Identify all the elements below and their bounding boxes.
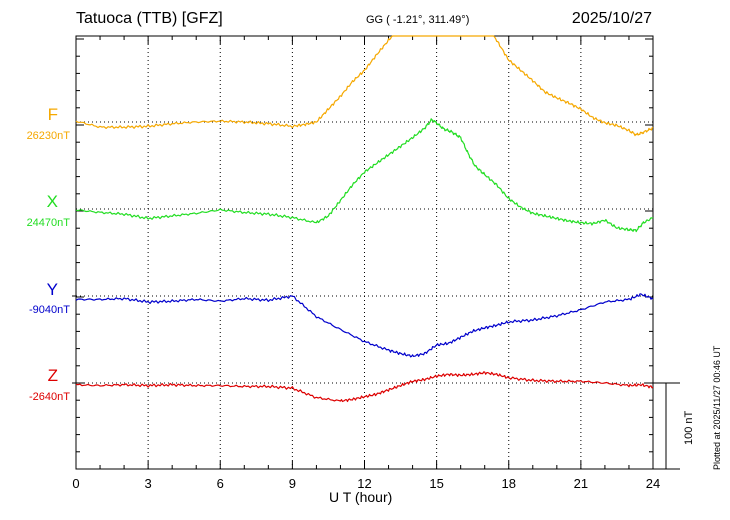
x-tick-label: 3 <box>145 476 152 491</box>
series-label-y: Y <box>46 280 58 299</box>
series-baseline-z: -2640nT <box>29 391 70 403</box>
series-label-f: F <box>47 105 58 124</box>
x-tick-label: 18 <box>502 476 516 491</box>
series-baseline-x: 24470nT <box>26 217 70 229</box>
series-baseline-f: 26230nT <box>26 130 70 142</box>
series-line-x <box>75 118 654 233</box>
axis-ticks <box>75 36 654 470</box>
series-label-z: Z <box>47 366 58 385</box>
x-axis-tick-labels: 0 3 6 9 12 15 18 21 24 <box>72 476 660 491</box>
x-axis-label: U T (hour) <box>329 489 393 505</box>
series-label-x: X <box>46 192 58 211</box>
scale-bar-label: 100 nT <box>683 410 695 445</box>
x-tick-label: 9 <box>289 476 296 491</box>
series-lines <box>75 35 654 403</box>
grid <box>72 36 653 469</box>
station-title: Tatuoca (TTB) [GFZ] <box>76 10 223 27</box>
series-line-f <box>75 35 654 137</box>
scale-bar <box>653 382 680 470</box>
x-tick-label: 12 <box>357 476 371 491</box>
geographic-coordinates: GG ( -1.21°, 311.49°) <box>366 14 470 26</box>
plotted-timestamp: Plotted at 2025/11/27 00:46 UT <box>712 345 722 470</box>
x-tick-label: 0 <box>72 476 79 491</box>
series-baseline-y: -9040nT <box>29 304 70 316</box>
x-tick-label: 6 <box>217 476 224 491</box>
series-line-y <box>75 293 654 358</box>
x-tick-label: 21 <box>574 476 588 491</box>
x-tick-label: 15 <box>429 476 443 491</box>
x-tick-label: 24 <box>646 476 660 491</box>
plot-date: 2025/10/27 <box>571 10 652 27</box>
series-line-z <box>75 371 654 403</box>
